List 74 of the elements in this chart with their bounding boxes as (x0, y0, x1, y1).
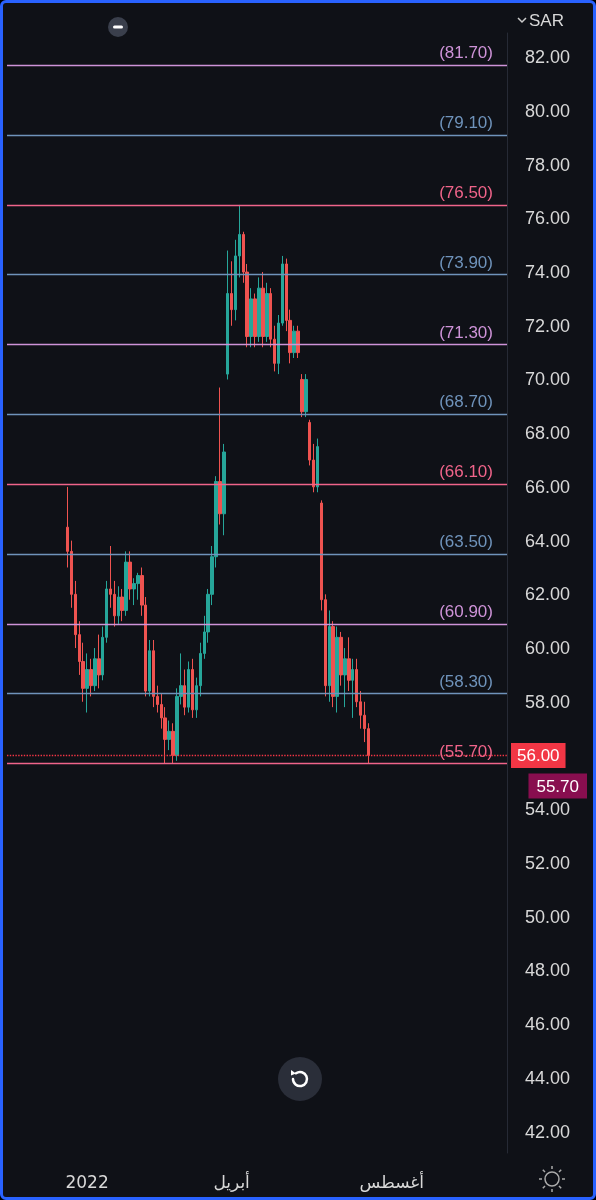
candlestick (316, 438, 319, 493)
ref-line-label: (58.30) (439, 671, 493, 691)
candlestick (187, 660, 190, 714)
candlestick (257, 276, 261, 343)
y-tick-label: 68.00 (525, 423, 571, 444)
candlestick (335, 626, 339, 714)
y-tick-label: 48.00 (525, 960, 571, 981)
candlestick (89, 658, 93, 697)
y-tick-label: 80.00 (525, 100, 571, 121)
candlestick (132, 577, 136, 606)
candlestick (85, 652, 89, 714)
ref-line-label: (55.70) (439, 741, 493, 761)
y-tick-label: 76.00 (525, 208, 571, 229)
y-tick-label: 82.00 (525, 47, 571, 68)
candlestick (183, 669, 186, 716)
y-tick-label: 62.00 (525, 584, 571, 605)
candlestick (300, 373, 304, 418)
candlestick (351, 658, 354, 719)
candlestick (167, 720, 171, 751)
candlestick (222, 443, 226, 536)
candlestick (339, 631, 343, 687)
y-tick-label: 44.00 (525, 1067, 571, 1088)
y-axis-title: SAR (529, 11, 564, 30)
y-tick-label: 78.00 (525, 154, 571, 175)
y-tick-label: 54.00 (525, 799, 571, 820)
y-tick-label: 70.00 (525, 369, 571, 390)
x-tick-label: 2022 (65, 1171, 109, 1192)
y-tick-label: 46.00 (525, 1014, 571, 1035)
y-tick-label: 60.00 (525, 638, 571, 659)
candlestick (296, 325, 300, 359)
ref-line-label: (68.70) (439, 392, 493, 412)
candlestick (261, 271, 265, 348)
candlestick (331, 620, 335, 708)
candlestick (136, 572, 140, 601)
y-tick-label: 50.00 (525, 906, 571, 927)
candlestick (249, 287, 253, 348)
candlestick (93, 647, 97, 692)
y-tick-label: 52.00 (525, 852, 571, 873)
candlestick (97, 634, 101, 689)
candlestick (128, 550, 132, 601)
candlestick (253, 293, 257, 348)
candlestick (328, 609, 331, 703)
y-tick-label: 74.00 (525, 262, 571, 283)
x-tick-label: أغسطس (359, 1170, 424, 1192)
y-tick-label: 64.00 (525, 530, 571, 551)
candlestick (191, 658, 194, 719)
ref-line-label: (66.10) (439, 462, 493, 482)
ref-line-label: 56.00 (517, 745, 560, 765)
ref-line-label: (81.70) (439, 43, 493, 63)
candlestick (226, 250, 229, 380)
candlestick (148, 639, 151, 697)
candlestick (347, 636, 351, 692)
y-tick-label: 42.00 (525, 1121, 571, 1142)
candlestick (171, 722, 175, 765)
ref-line-label: (76.50) (439, 182, 493, 202)
candlestick (343, 647, 347, 708)
candlestick (230, 260, 233, 327)
candlestick (124, 550, 128, 617)
y-tick-label: 66.00 (525, 476, 571, 497)
candlestick (120, 588, 124, 622)
ref-line-label: (71.30) (439, 322, 493, 342)
candlestick (304, 373, 308, 418)
candlestick (265, 282, 269, 343)
y-tick-label: 58.00 (525, 691, 571, 712)
ref-line-label: (63.50) (439, 532, 493, 552)
ref-line-label: (79.10) (439, 113, 493, 133)
ref-line-label: (60.90) (439, 601, 493, 621)
candlestick (218, 387, 222, 526)
candlestick (117, 585, 120, 625)
text: 55.70 (536, 776, 580, 796)
candlestick (292, 325, 296, 359)
x-tick-label: أبريل (213, 1170, 250, 1192)
ref-line-label: (73.90) (439, 252, 493, 272)
y-tick-label: 72.00 (525, 315, 571, 336)
